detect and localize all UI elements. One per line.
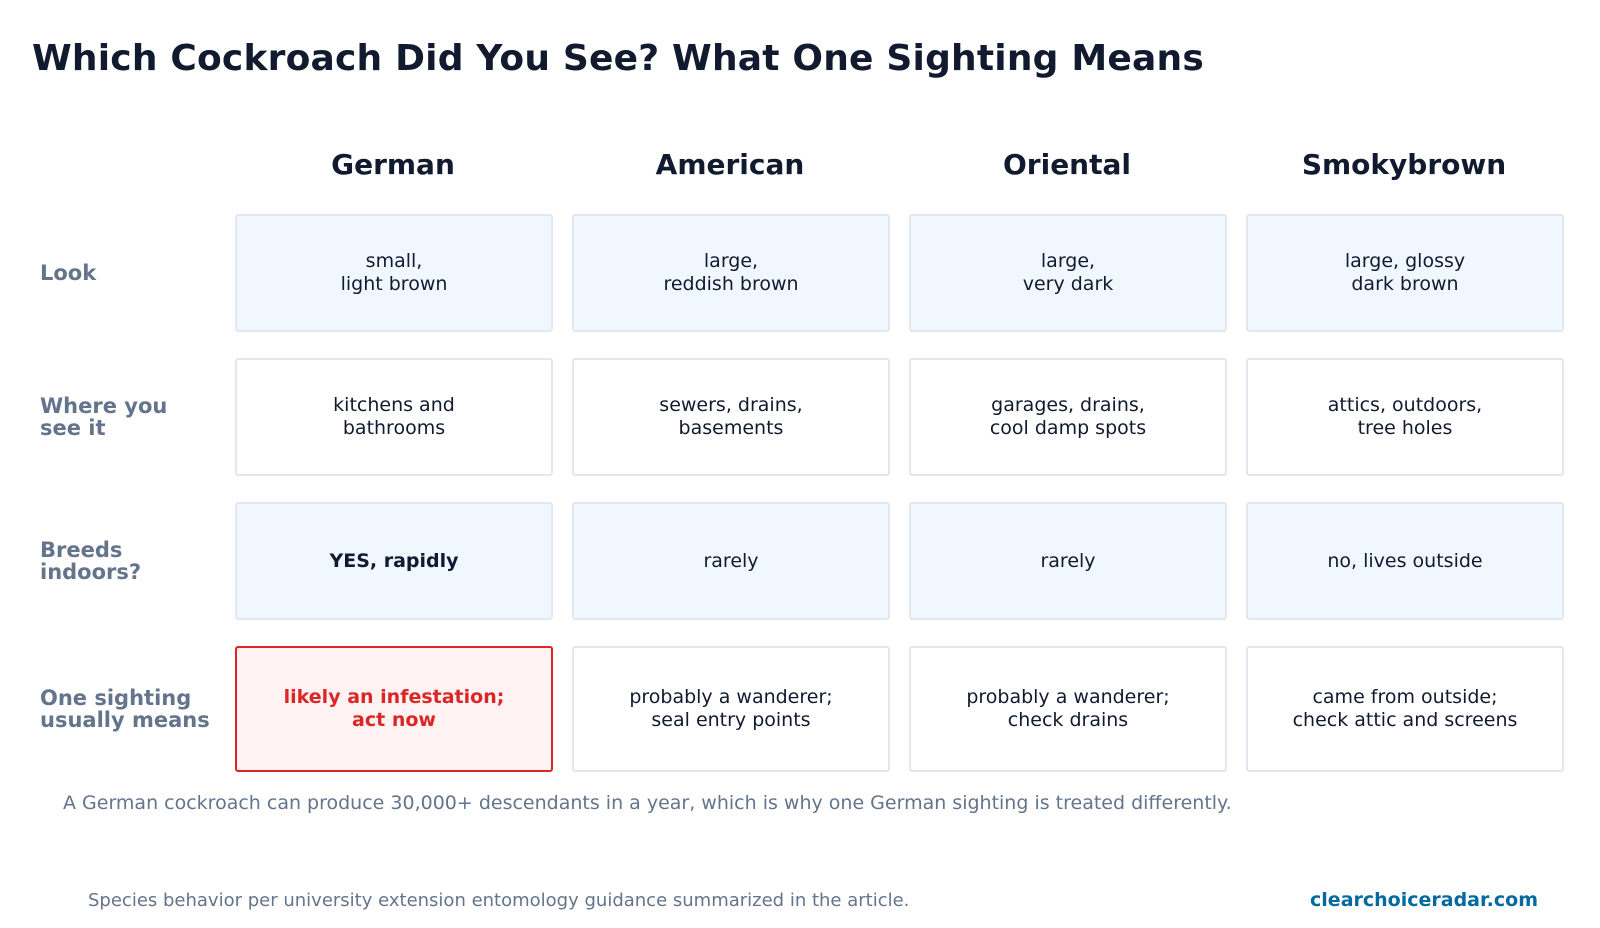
- footnote: A German cockroach can produce 30,000+ d…: [63, 792, 1232, 814]
- column-header-german: German: [331, 148, 455, 181]
- brand-link[interactable]: clearchoiceradar.com: [1310, 889, 1538, 911]
- cell-meaning-german: likely an infestation; act now: [235, 646, 553, 772]
- cell-meaning-smokybrown: came from outside; check attic and scree…: [1246, 646, 1564, 772]
- cell-breeds-smokybrown: no, lives outside: [1246, 502, 1564, 620]
- row-label-look: Look: [40, 261, 97, 285]
- page-title: Which Cockroach Did You See? What One Si…: [32, 38, 1204, 79]
- cell-breeds-american: rarely: [572, 502, 890, 620]
- column-header-american: American: [655, 148, 805, 181]
- cell-look-smokybrown: large, glossy dark brown: [1246, 214, 1564, 332]
- column-header-oriental: Oriental: [1002, 148, 1131, 181]
- cell-breeds-oriental: rarely: [909, 502, 1227, 620]
- row-label-where: Where you see it: [40, 394, 168, 440]
- column-header-smokybrown: Smokybrown: [1301, 148, 1507, 181]
- row-label-breeds: Breeds indoors?: [40, 538, 142, 584]
- cell-meaning-oriental: probably a wanderer; check drains: [909, 646, 1227, 772]
- cell-breeds-german: YES, rapidly: [235, 502, 553, 620]
- cell-where-smokybrown: attics, outdoors, tree holes: [1246, 358, 1564, 476]
- cell-look-oriental: large, very dark: [909, 214, 1227, 332]
- source-credit: Species behavior per university extensio…: [88, 890, 910, 911]
- cell-meaning-american: probably a wanderer; seal entry points: [572, 646, 890, 772]
- cell-where-oriental: garages, drains, cool damp spots: [909, 358, 1227, 476]
- row-label-meaning: One sighting usually means: [40, 686, 210, 732]
- cell-look-german: small, light brown: [235, 214, 553, 332]
- cell-where-american: sewers, drains, basements: [572, 358, 890, 476]
- cell-where-german: kitchens and bathrooms: [235, 358, 553, 476]
- cell-look-american: large, reddish brown: [572, 214, 890, 332]
